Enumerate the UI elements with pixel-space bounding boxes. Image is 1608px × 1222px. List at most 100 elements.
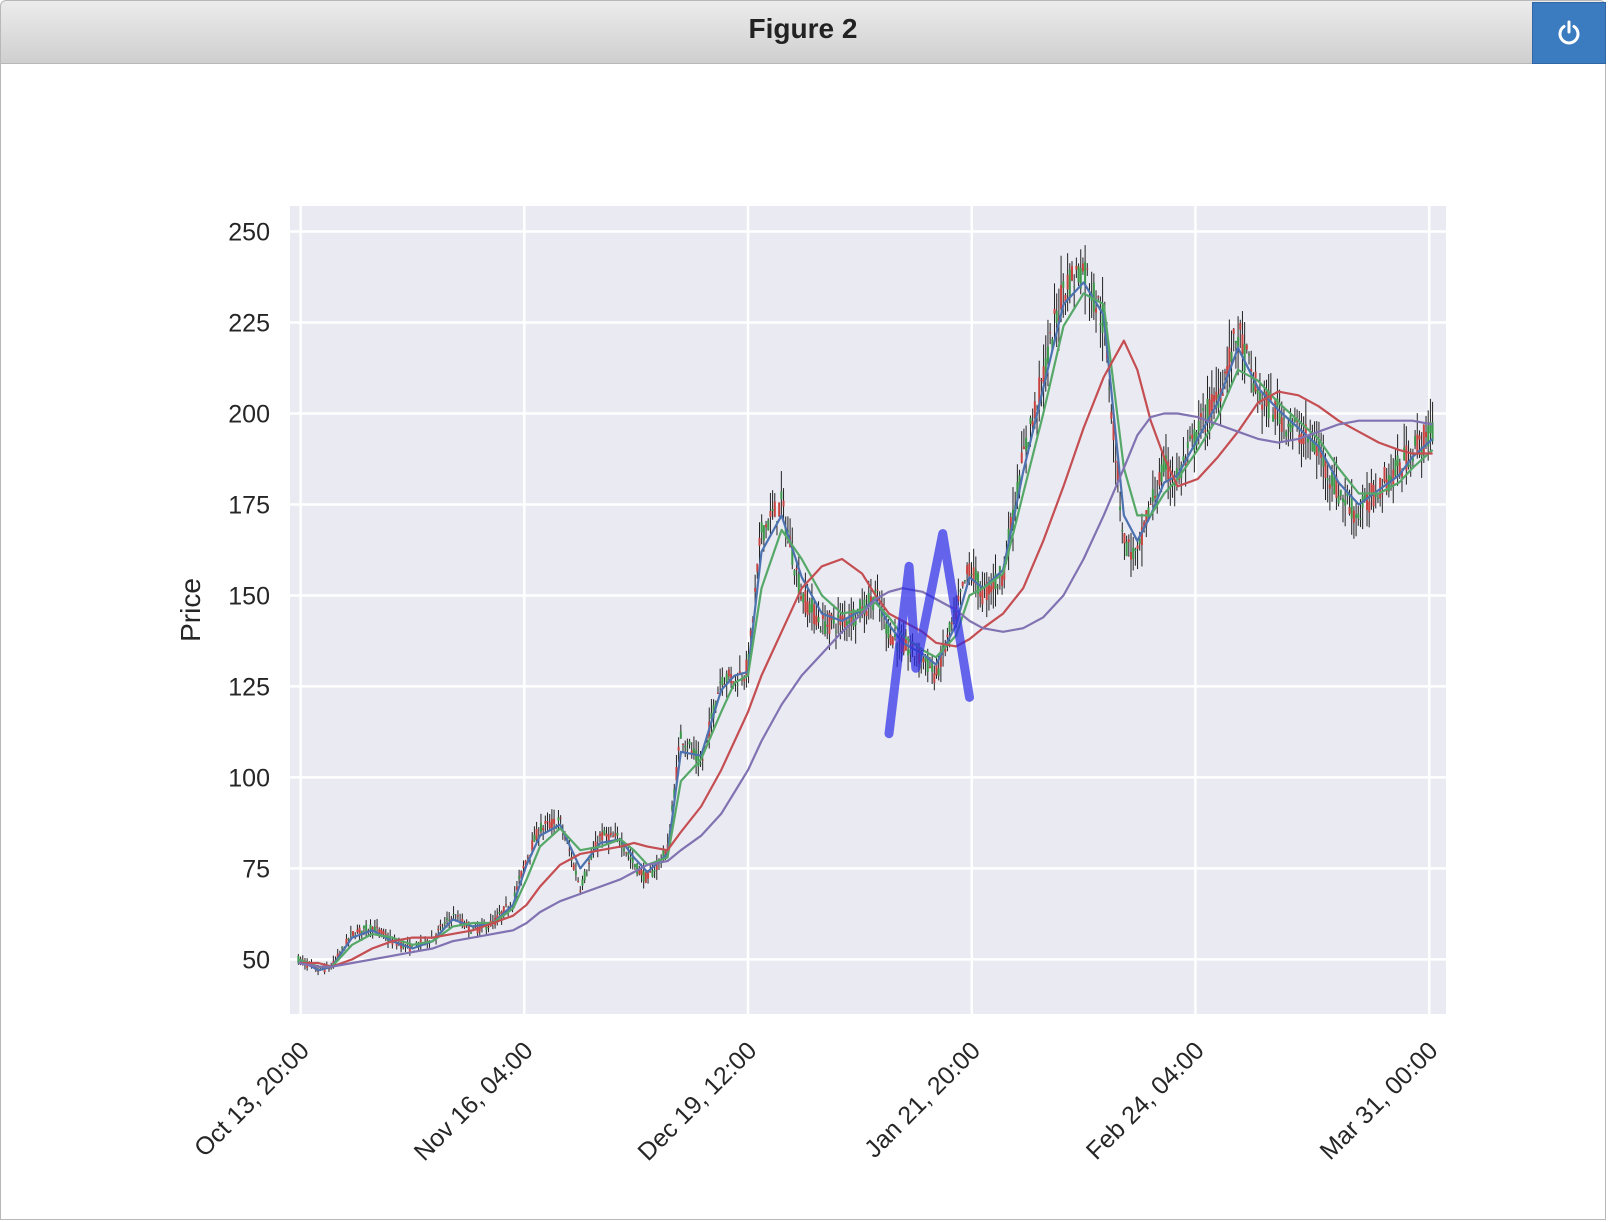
candle-body (893, 633, 896, 637)
candle-body (649, 871, 652, 873)
candle-body (1352, 510, 1355, 523)
power-icon (1558, 20, 1580, 45)
candle-body (544, 821, 547, 824)
candle-body (1241, 334, 1244, 355)
candle-body (992, 581, 995, 590)
candle-body (1154, 496, 1157, 498)
candle-body (1191, 434, 1194, 439)
candle-body (1009, 517, 1012, 532)
candle-body (539, 822, 542, 832)
candle-body (356, 929, 359, 933)
candle-body (769, 511, 772, 517)
candle-body (1053, 308, 1056, 314)
candle-body (1020, 452, 1023, 463)
candle-body (996, 586, 999, 588)
candle-body (1158, 472, 1161, 486)
candle-body (688, 741, 691, 745)
candle-body (721, 677, 724, 686)
candle-body (583, 871, 586, 881)
candle-body (957, 595, 960, 602)
candle-body (854, 620, 857, 625)
candle-body (974, 569, 977, 581)
candle-body (1339, 489, 1342, 496)
candle-body (692, 748, 695, 755)
x-axis-ticks: Oct 13, 20:00 Nov 16, 04:00 Dec 19, 12:00 J… (189, 1036, 1444, 1166)
candle-body (1324, 458, 1327, 479)
candle-body (869, 596, 872, 605)
candle-body (533, 834, 536, 842)
candle-body (852, 609, 855, 627)
candle-body (834, 631, 837, 633)
candle-body (371, 927, 374, 932)
candle-body (625, 852, 628, 854)
candle-body (579, 890, 582, 892)
candle-body (928, 666, 931, 669)
candle-body (1357, 513, 1360, 519)
candle-body (793, 570, 796, 576)
candle-body (531, 840, 534, 852)
pattern-overlay-line (884, 529, 974, 739)
candle-body (633, 864, 636, 868)
candle-body (970, 573, 973, 576)
candle-body (673, 789, 676, 799)
candle-body (762, 525, 765, 541)
candle-body (1123, 533, 1126, 544)
candle-body (1151, 489, 1154, 502)
candle-body (336, 953, 339, 959)
power-button[interactable] (1532, 2, 1606, 64)
candle-body (542, 827, 545, 831)
candle-body (616, 832, 619, 836)
candle-body (1234, 341, 1237, 344)
candle-body (1018, 475, 1021, 493)
candle-body (496, 915, 499, 920)
candle-body (642, 871, 645, 882)
candle-body (1110, 411, 1113, 419)
candle-body (1066, 274, 1069, 290)
candle-body (1274, 400, 1277, 420)
candle-body (1315, 445, 1318, 457)
candle-body (647, 872, 650, 879)
candle-body (452, 913, 455, 915)
candle-body (979, 592, 982, 597)
candle-body (1167, 461, 1170, 480)
price-chart: 50 75 100 125 150 175 200 225 250 Oct 13, 20:00 N… (175, 206, 1446, 1166)
candle-body (924, 655, 927, 662)
candle-body (1127, 539, 1130, 543)
candle-body (1108, 388, 1111, 390)
candle-body (588, 863, 591, 865)
candle-body (1099, 323, 1102, 326)
candle-body (380, 929, 383, 935)
candle-body (1416, 434, 1419, 454)
x-tick-label: Oct 13, 20:00 (189, 1036, 315, 1162)
candle-body (1029, 417, 1032, 424)
candle-body (1182, 456, 1185, 461)
candle-body (1328, 484, 1331, 489)
candle-body (950, 622, 953, 625)
candle-body (876, 589, 879, 591)
candle-body (926, 655, 929, 673)
candle-body (1180, 465, 1183, 478)
candle-body (723, 684, 726, 686)
candle-body (1101, 305, 1104, 333)
candle-body (378, 929, 381, 933)
candle-body (1140, 527, 1143, 546)
candle-body (821, 614, 824, 619)
candle-body (1040, 380, 1043, 382)
candle-body (994, 573, 997, 590)
ma-line-3 (298, 339, 1433, 968)
candle-body (1405, 445, 1408, 471)
candle-body (327, 968, 330, 970)
candle-body (524, 860, 527, 866)
y-tick-label: 100 (228, 764, 270, 792)
candle-body (662, 850, 665, 857)
candle-body (1302, 437, 1305, 444)
candle-body (1420, 446, 1423, 457)
candle-body (1121, 530, 1124, 532)
candle-body (441, 927, 444, 929)
candle-body (1392, 469, 1395, 485)
candle-body (1427, 425, 1430, 447)
candle-body (1044, 358, 1047, 380)
candle-body (719, 681, 722, 683)
candle-body (463, 925, 466, 928)
candle-body (1112, 421, 1115, 441)
